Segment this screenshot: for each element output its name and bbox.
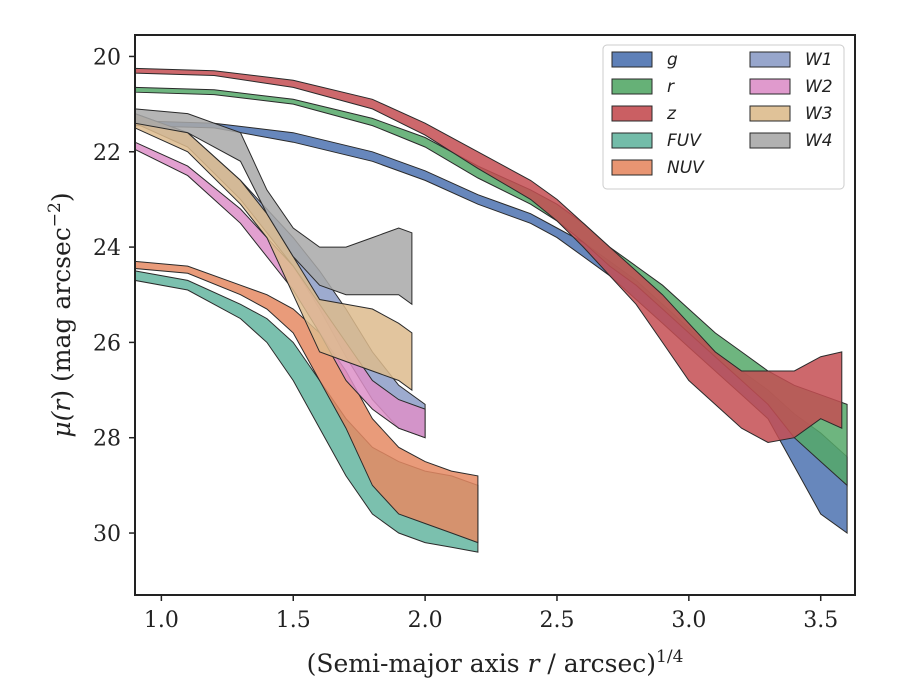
y-axis: 20 22 24 26 28 30 [93,45,135,547]
legend: grz FUV NUV W1 W2 W3 W4 [602,44,845,190]
legend-label-nuv: NUV [667,158,705,178]
x-tick-label: 1.0 [144,608,179,633]
legend-swatch-g [611,51,653,68]
legend-label-g: g [667,50,678,70]
legend-label-w1: W1 [805,50,833,70]
y-tick-label: 30 [93,522,121,547]
x-axis-label: (Semi-major axis r / arcsec)1/4 [307,647,684,678]
series-band-w4 [134,108,413,306]
legend-swatch-w4 [749,132,791,149]
series-band-g [134,120,848,534]
legend-label-fuv: FUV [667,131,702,151]
legend-label-z: z [666,104,677,124]
x-tick-label: 2.0 [408,608,443,633]
legend-label-w4: W4 [805,131,833,151]
series-areas [134,67,848,553]
y-tick-label: 28 [93,427,121,452]
legend-swatch-fuv [611,132,653,149]
x-tick-label: 1.5 [276,608,311,633]
legend-label-w3: W3 [805,104,833,124]
legend-label-w2: W2 [805,77,833,97]
legend-swatch-nuv [611,159,653,176]
plot-frame [134,34,856,596]
legend-swatch-w1 [749,51,791,68]
y-tick-label: 24 [93,236,121,261]
legend-label-r: r [667,77,675,97]
legend-swatch-w3 [749,105,791,122]
y-tick-label: 26 [93,331,121,356]
y-tick-label: 22 [93,141,121,166]
x-tick-label: 3.5 [803,608,838,633]
x-tick-label: 2.5 [539,608,574,633]
y-axis-label: μ(r) (mag arcsec−2) [45,192,76,437]
series-band-z [134,67,843,444]
legend-swatch-r [611,78,653,95]
series-band-nuv [134,260,479,544]
legend-swatch-w2 [749,78,791,95]
x-tick-label: 3.0 [671,608,706,633]
legend-swatch-z [611,105,653,122]
y-tick-label: 20 [93,45,121,70]
x-axis: 1.0 1.5 2.0 2.5 3.0 3.5 [144,595,838,633]
